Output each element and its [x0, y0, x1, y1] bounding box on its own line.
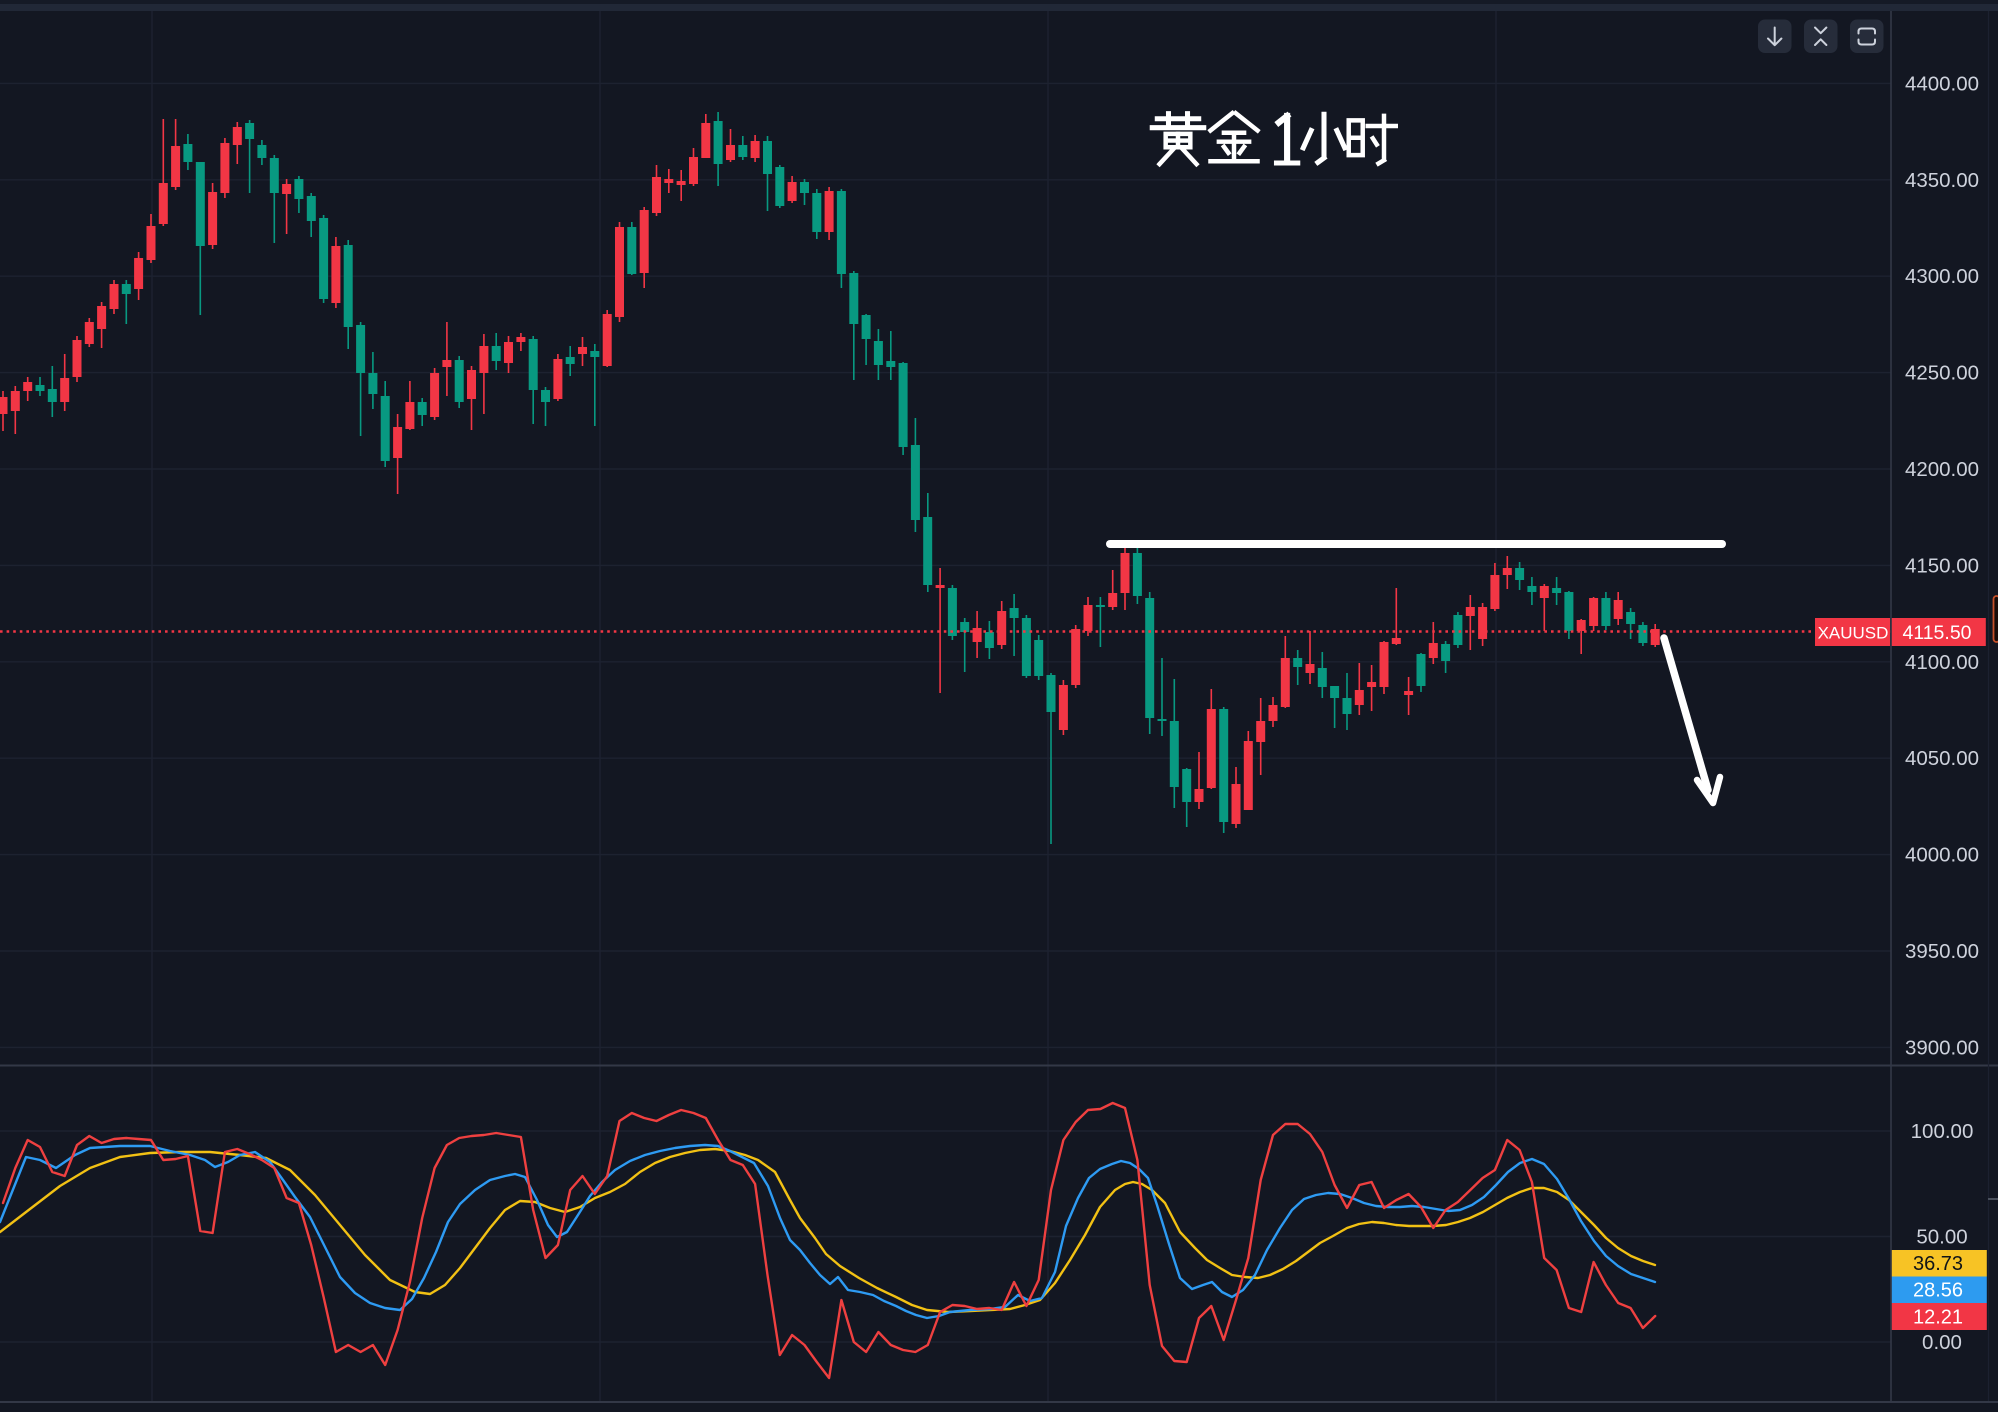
svg-text:XAUUSD: XAUUSD	[1818, 624, 1889, 643]
svg-text:4115.50: 4115.50	[1902, 622, 1971, 644]
svg-text:4050.00: 4050.00	[1905, 747, 1979, 770]
svg-text:4250.00: 4250.00	[1905, 362, 1979, 385]
svg-text:4300.00: 4300.00	[1905, 265, 1979, 288]
svg-text:50.00: 50.00	[1916, 1226, 1967, 1249]
svg-text:4100.00: 4100.00	[1905, 651, 1979, 674]
svg-text:3950.00: 3950.00	[1905, 940, 1979, 963]
svg-text:36.73: 36.73	[1913, 1253, 1963, 1275]
svg-text:4400.00: 4400.00	[1905, 72, 1979, 95]
svg-text:28.56: 28.56	[1913, 1280, 1963, 1302]
svg-text:4350.00: 4350.00	[1905, 169, 1979, 192]
svg-text:100.00: 100.00	[1911, 1120, 1974, 1143]
svg-text:0.00: 0.00	[1922, 1331, 1962, 1354]
svg-text:12.21: 12.21	[1913, 1307, 1963, 1329]
svg-text:4150.00: 4150.00	[1905, 554, 1979, 577]
svg-text:4200.00: 4200.00	[1905, 458, 1979, 481]
svg-text:3900.00: 3900.00	[1905, 1036, 1979, 1059]
svg-text:4000.00: 4000.00	[1905, 844, 1979, 867]
